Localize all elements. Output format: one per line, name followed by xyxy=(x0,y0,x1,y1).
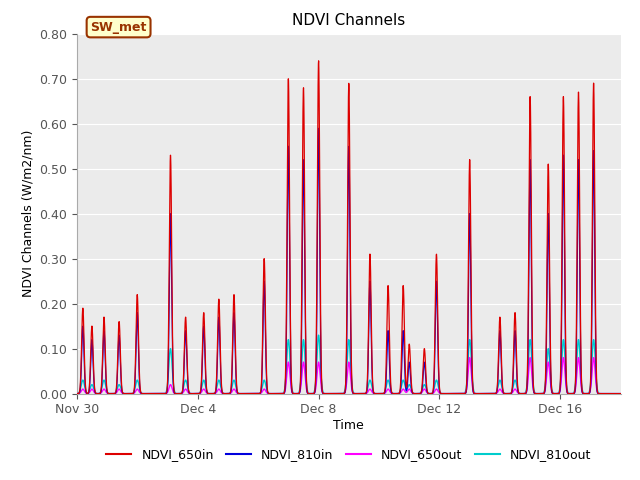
Y-axis label: NDVI Channels (W/m2/nm): NDVI Channels (W/m2/nm) xyxy=(22,130,35,297)
Legend: NDVI_650in, NDVI_810in, NDVI_650out, NDVI_810out: NDVI_650in, NDVI_810in, NDVI_650out, NDV… xyxy=(101,443,596,466)
X-axis label: Time: Time xyxy=(333,419,364,432)
Title: NDVI Channels: NDVI Channels xyxy=(292,13,405,28)
Text: SW_met: SW_met xyxy=(90,21,147,34)
